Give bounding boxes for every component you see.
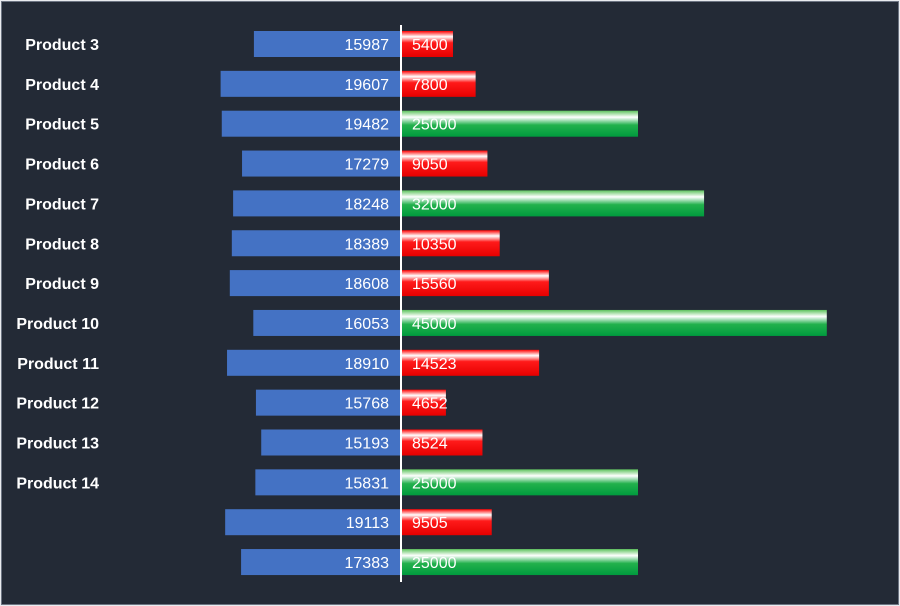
left-value-label: 19607: [345, 77, 390, 94]
left-value-label: 18608: [345, 276, 390, 293]
left-bar: [220, 70, 401, 97]
left-bar: [233, 190, 401, 217]
right-value-label: 5400: [412, 37, 448, 54]
category-label: Product 10: [16, 316, 99, 333]
right-value-label: 7800: [412, 77, 448, 94]
right-bar-low: [402, 70, 476, 97]
category-labels: Product 3 Product 4 Product 5 Product 6 Prod…: [16, 37, 99, 492]
left-value-label: 19482: [345, 117, 390, 134]
left-value-label: 17279: [345, 157, 390, 174]
left-value-label: 18248: [345, 196, 390, 213]
right-bar-high: [402, 549, 638, 576]
left-value-label: 15193: [345, 436, 390, 453]
category-label: Product 7: [25, 196, 99, 213]
left-value-label: 15831: [345, 475, 390, 492]
left-bar: [227, 349, 401, 376]
value-labels: 15987 5400 19607 7800 19482 25000 17279 9050 182…: [345, 37, 457, 572]
right-value-label: 10350: [412, 236, 457, 253]
category-label: Product 12: [16, 396, 99, 413]
left-value-label: 15987: [345, 37, 390, 54]
category-label: Product 11: [17, 356, 99, 373]
left-bar: [231, 230, 401, 257]
right-value-label: 25000: [412, 475, 457, 492]
left-bar: [255, 469, 401, 496]
right-value-label: 25000: [412, 117, 457, 134]
left-bar: [241, 549, 401, 576]
right-bar-low: [402, 429, 483, 456]
right-series-bars: [402, 31, 827, 576]
right-bar-low: [402, 230, 500, 257]
left-bar: [261, 429, 401, 456]
right-bar-low: [402, 150, 488, 177]
right-value-label: 8524: [412, 436, 448, 453]
category-label: Product 4: [25, 77, 99, 94]
left-bar: [242, 150, 401, 177]
left-bar: [225, 509, 401, 536]
left-series-bars: [220, 31, 401, 576]
right-bar-high: [402, 309, 827, 336]
left-value-label: 16053: [345, 316, 390, 333]
left-bar: [229, 270, 401, 297]
right-bar-low: [402, 270, 549, 297]
right-bar-low: [402, 31, 453, 57]
category-label: Product 6: [25, 157, 99, 174]
left-value-label: 19113: [346, 515, 389, 532]
right-bar-low: [402, 349, 540, 376]
left-bar: [253, 31, 401, 57]
right-value-label: 14523: [412, 356, 457, 373]
right-value-label: 9050: [412, 157, 448, 174]
right-value-label: 15560: [412, 276, 457, 293]
category-label: Product 13: [16, 436, 99, 453]
right-value-label: 4652: [412, 396, 448, 413]
left-value-label: 18910: [345, 356, 390, 373]
right-bar-high: [402, 110, 638, 137]
right-bar-low: [402, 509, 492, 536]
category-label: Product 5: [25, 117, 99, 134]
right-bar-high: [402, 190, 705, 217]
left-bar: [221, 110, 401, 137]
left-bar: [255, 389, 401, 416]
left-value-label: 17383: [345, 555, 390, 572]
right-value-label: 32000: [412, 196, 457, 213]
right-value-label: 9505: [412, 515, 448, 532]
left-value-label: 18389: [345, 236, 390, 253]
category-label: Product 3: [25, 37, 99, 54]
left-value-label: 15768: [345, 396, 390, 413]
right-bar-high: [402, 469, 638, 496]
left-bar: [253, 309, 401, 336]
right-value-label: 45000: [412, 316, 457, 333]
right-bar-low: [402, 389, 446, 416]
right-value-label: 25000: [412, 555, 457, 572]
category-label: Product 14: [16, 475, 99, 492]
category-label: Product 8: [25, 236, 99, 253]
category-label: Product 9: [25, 276, 99, 293]
